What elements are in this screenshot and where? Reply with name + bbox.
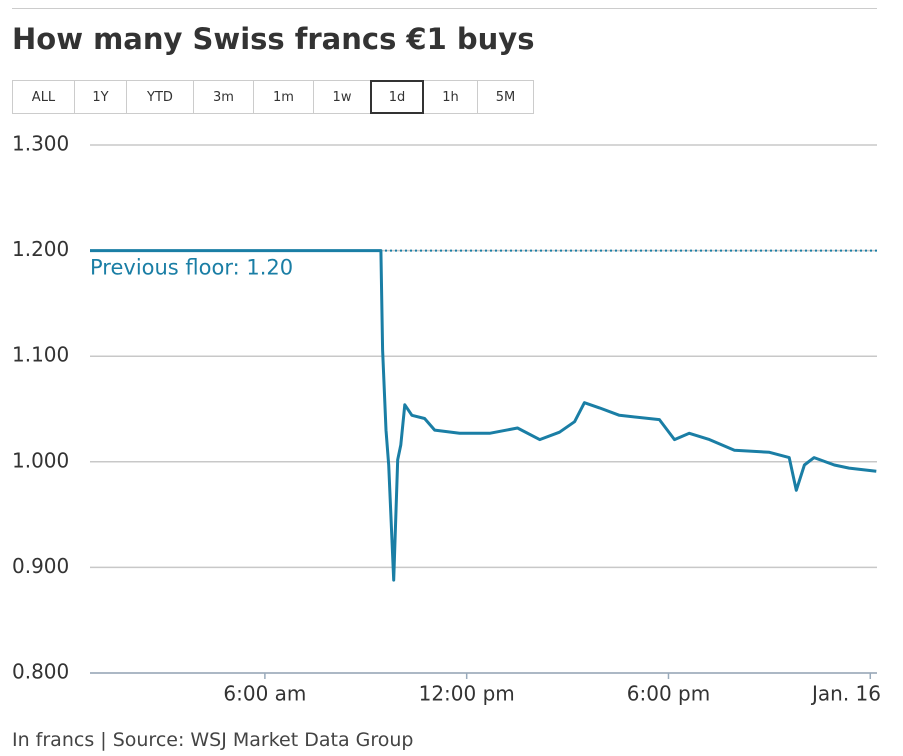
range-button[interactable]: YTD bbox=[126, 80, 194, 114]
range-button[interactable]: ALL bbox=[12, 80, 75, 114]
source-note: In francs | Source: WSJ Market Data Grou… bbox=[12, 729, 414, 751]
range-button[interactable]: 1h bbox=[423, 80, 478, 114]
y-tick-label: 1.300 bbox=[12, 132, 69, 156]
y-tick-label: 1.200 bbox=[12, 237, 69, 261]
chart-title: How many Swiss francs €1 buys bbox=[12, 22, 535, 56]
divider bbox=[12, 8, 877, 9]
range-button[interactable]: 5M bbox=[477, 80, 534, 114]
range-button[interactable]: 1w bbox=[313, 80, 371, 114]
line-series bbox=[90, 249, 877, 582]
y-tick-label: 1.000 bbox=[12, 448, 69, 472]
y-tick-label: 0.900 bbox=[12, 554, 69, 578]
range-button[interactable]: 3m bbox=[193, 80, 254, 114]
x-tick-label: Jan. 16 bbox=[810, 682, 881, 706]
annotation: Previous floor: 1.20 bbox=[90, 256, 293, 280]
x-tick-label: 6:00 am bbox=[223, 682, 306, 706]
x-tick-label: 12:00 pm bbox=[419, 682, 515, 706]
x-tick-label: 6:00 pm bbox=[627, 682, 710, 706]
range-button[interactable]: 1m bbox=[253, 80, 314, 114]
y-tick-label: 1.100 bbox=[12, 343, 69, 367]
range-button[interactable]: 1d bbox=[370, 80, 424, 114]
range-buttons: ALL 1Y YTD 3m 1m 1w 1d 1h 5M bbox=[12, 80, 534, 114]
y-tick-label: 0.800 bbox=[12, 660, 69, 684]
